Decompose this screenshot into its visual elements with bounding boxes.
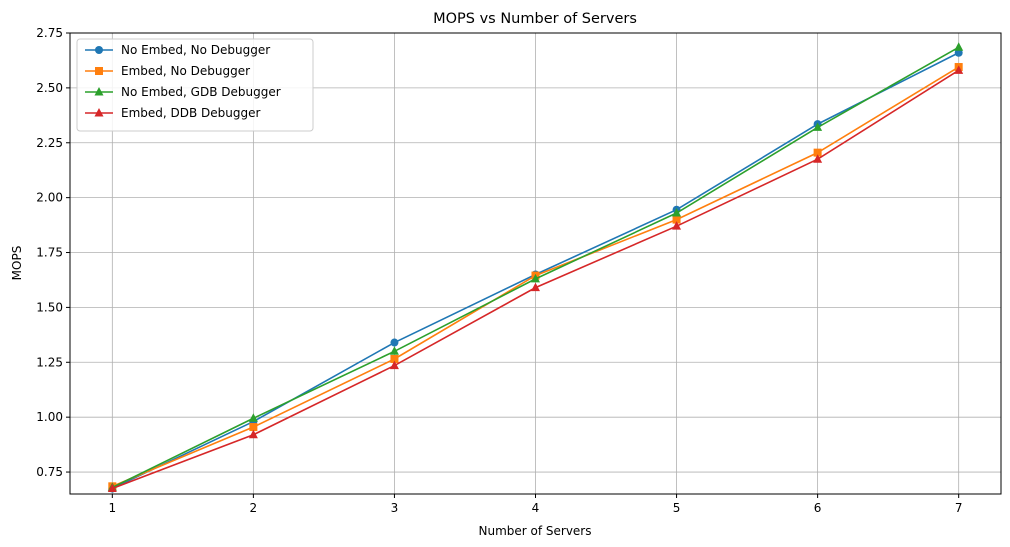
legend-marker <box>94 87 104 96</box>
y-tick-label: 1.25 <box>36 355 63 369</box>
data-point <box>249 423 258 432</box>
data-point <box>531 282 540 292</box>
y-tick-label: 1.00 <box>36 410 63 424</box>
legend-item: No Embed, No Debugger <box>85 43 270 57</box>
grid <box>70 32 1001 494</box>
legend-item: No Embed, GDB Debugger <box>85 85 281 99</box>
data-point <box>248 429 258 439</box>
x-tick-label: 4 <box>532 501 540 515</box>
y-axis: 0.75 1.00 1.25 1.50 1.75 2.00 2.25 2.50 2.75 <box>36 26 70 479</box>
x-tick-label: 1 <box>108 501 116 515</box>
data-point <box>389 346 399 355</box>
x-tick-label: 6 <box>814 501 822 515</box>
legend-label: Embed, DDB Debugger <box>121 106 261 120</box>
legend-marker <box>95 67 103 75</box>
x-tick-label: 5 <box>673 501 681 515</box>
data-point <box>813 154 823 163</box>
x-tick-label: 2 <box>250 501 258 515</box>
data-point <box>248 413 258 422</box>
chart-title: MOPS vs Number of Servers <box>433 11 637 27</box>
data-point <box>672 215 681 224</box>
legend-item: Embed, No Debugger <box>85 64 250 78</box>
legend-marker <box>94 108 104 117</box>
data-point <box>389 360 399 370</box>
legend: No Embed, No Debugger Embed, No Debugger N… <box>76 38 314 132</box>
data-point <box>107 483 117 493</box>
y-tick-label: 2.50 <box>36 81 63 95</box>
series-layer <box>107 42 964 493</box>
legend-item: Embed, DDB Debugger <box>85 106 261 120</box>
data-point <box>672 221 682 230</box>
data-point <box>390 338 399 347</box>
data-point <box>390 354 399 363</box>
y-tick-label: 1.75 <box>36 246 63 260</box>
legend-label: Embed, No Debugger <box>121 64 250 78</box>
series-4 <box>107 65 964 493</box>
data-point <box>954 42 964 51</box>
legend-label: No Embed, No Debugger <box>121 43 270 57</box>
y-tick-label: 2.75 <box>36 26 63 40</box>
legend-label: No Embed, GDB Debugger <box>121 85 281 99</box>
x-tick-label: 3 <box>391 501 399 515</box>
y-tick-label: 2.25 <box>36 136 63 150</box>
y-axis-label: MOPS <box>10 246 24 281</box>
x-tick-label: 7 <box>955 501 963 515</box>
data-point <box>672 208 682 217</box>
x-axis-label: Number of Servers <box>478 524 591 538</box>
y-tick-label: 2.00 <box>36 191 63 205</box>
data-point <box>813 122 823 131</box>
legend-box <box>76 38 314 132</box>
data-point <box>954 65 964 74</box>
data-point <box>531 273 540 283</box>
y-tick-label: 0.75 <box>36 465 63 479</box>
x-axis: 1 2 3 4 5 6 7 <box>108 494 963 515</box>
data-point <box>813 148 822 157</box>
legend-marker <box>95 46 103 54</box>
y-tick-label: 1.50 <box>36 300 63 314</box>
